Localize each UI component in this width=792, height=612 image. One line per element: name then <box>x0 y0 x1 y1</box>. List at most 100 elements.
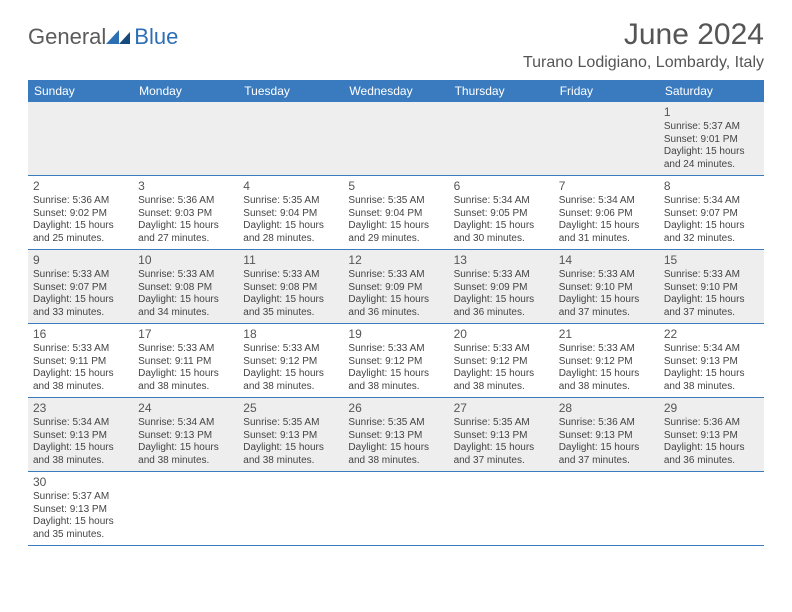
location: Turano Lodigiano, Lombardy, Italy <box>523 54 764 72</box>
empty-cell <box>554 472 659 545</box>
empty-cell <box>343 472 448 545</box>
daylight-line: Daylight: 15 hours and 30 minutes. <box>454 220 549 245</box>
sunrise-line: Sunrise: 5:33 AM <box>454 343 549 356</box>
empty-cell <box>28 102 133 175</box>
sunset-line: Sunset: 9:11 PM <box>138 356 233 369</box>
day-cell: 3Sunrise: 5:36 AMSunset: 9:03 PMDaylight… <box>133 176 238 249</box>
day-number: 1 <box>664 105 759 120</box>
sunset-line: Sunset: 9:12 PM <box>454 356 549 369</box>
empty-cell <box>133 102 238 175</box>
logo-text-general: General <box>28 24 106 50</box>
week-row: 1Sunrise: 5:37 AMSunset: 9:01 PMDaylight… <box>28 102 764 176</box>
day-number: 4 <box>243 179 338 194</box>
sunrise-line: Sunrise: 5:37 AM <box>664 121 759 134</box>
day-cell: 18Sunrise: 5:33 AMSunset: 9:12 PMDayligh… <box>238 324 343 397</box>
sunrise-line: Sunrise: 5:36 AM <box>138 195 233 208</box>
sunrise-line: Sunrise: 5:36 AM <box>664 417 759 430</box>
day-cell: 20Sunrise: 5:33 AMSunset: 9:12 PMDayligh… <box>449 324 554 397</box>
day-number: 26 <box>348 401 443 416</box>
daylight-line: Daylight: 15 hours and 35 minutes. <box>243 294 338 319</box>
day-number: 21 <box>559 327 654 342</box>
day-cell: 7Sunrise: 5:34 AMSunset: 9:06 PMDaylight… <box>554 176 659 249</box>
day-number: 23 <box>33 401 128 416</box>
weekday-header-row: SundayMondayTuesdayWednesdayThursdayFrid… <box>28 80 764 102</box>
sunset-line: Sunset: 9:11 PM <box>33 356 128 369</box>
sunrise-line: Sunrise: 5:33 AM <box>138 269 233 282</box>
day-number: 6 <box>454 179 549 194</box>
daylight-line: Daylight: 15 hours and 38 minutes. <box>33 442 128 467</box>
daylight-line: Daylight: 15 hours and 34 minutes. <box>138 294 233 319</box>
day-cell: 15Sunrise: 5:33 AMSunset: 9:10 PMDayligh… <box>659 250 764 323</box>
sunrise-line: Sunrise: 5:34 AM <box>138 417 233 430</box>
sunset-line: Sunset: 9:09 PM <box>454 282 549 295</box>
daylight-line: Daylight: 15 hours and 36 minutes. <box>348 294 443 319</box>
day-cell: 23Sunrise: 5:34 AMSunset: 9:13 PMDayligh… <box>28 398 133 471</box>
day-cell: 27Sunrise: 5:35 AMSunset: 9:13 PMDayligh… <box>449 398 554 471</box>
sunrise-line: Sunrise: 5:33 AM <box>559 269 654 282</box>
sunrise-line: Sunrise: 5:34 AM <box>664 195 759 208</box>
week-row: 2Sunrise: 5:36 AMSunset: 9:02 PMDaylight… <box>28 176 764 250</box>
empty-cell <box>343 102 448 175</box>
sunset-line: Sunset: 9:04 PM <box>243 208 338 221</box>
sunrise-line: Sunrise: 5:36 AM <box>33 195 128 208</box>
daylight-line: Daylight: 15 hours and 25 minutes. <box>33 220 128 245</box>
day-cell: 29Sunrise: 5:36 AMSunset: 9:13 PMDayligh… <box>659 398 764 471</box>
weeks-container: 1Sunrise: 5:37 AMSunset: 9:01 PMDaylight… <box>28 102 764 546</box>
sunset-line: Sunset: 9:08 PM <box>138 282 233 295</box>
weekday-header: Saturday <box>659 80 764 102</box>
day-number: 11 <box>243 253 338 268</box>
day-cell: 10Sunrise: 5:33 AMSunset: 9:08 PMDayligh… <box>133 250 238 323</box>
day-number: 9 <box>33 253 128 268</box>
daylight-line: Daylight: 15 hours and 38 minutes. <box>348 442 443 467</box>
day-number: 12 <box>348 253 443 268</box>
day-number: 16 <box>33 327 128 342</box>
logo-text-blue: Blue <box>134 24 178 50</box>
daylight-line: Daylight: 15 hours and 24 minutes. <box>664 146 759 171</box>
daylight-line: Daylight: 15 hours and 35 minutes. <box>33 516 128 541</box>
title-block: June 2024 Turano Lodigiano, Lombardy, It… <box>523 18 764 72</box>
empty-cell <box>659 472 764 545</box>
sunrise-line: Sunrise: 5:35 AM <box>454 417 549 430</box>
daylight-line: Daylight: 15 hours and 38 minutes. <box>138 368 233 393</box>
daylight-line: Daylight: 15 hours and 38 minutes. <box>559 368 654 393</box>
weekday-header: Wednesday <box>343 80 448 102</box>
day-number: 5 <box>348 179 443 194</box>
weekday-header: Monday <box>133 80 238 102</box>
day-cell: 30Sunrise: 5:37 AMSunset: 9:13 PMDayligh… <box>28 472 133 545</box>
sunset-line: Sunset: 9:13 PM <box>243 430 338 443</box>
sunset-line: Sunset: 9:05 PM <box>454 208 549 221</box>
sunset-line: Sunset: 9:13 PM <box>33 504 128 517</box>
week-row: 9Sunrise: 5:33 AMSunset: 9:07 PMDaylight… <box>28 250 764 324</box>
empty-cell <box>554 102 659 175</box>
daylight-line: Daylight: 15 hours and 36 minutes. <box>454 294 549 319</box>
sunset-line: Sunset: 9:01 PM <box>664 134 759 147</box>
empty-cell <box>238 472 343 545</box>
day-number: 27 <box>454 401 549 416</box>
sunrise-line: Sunrise: 5:35 AM <box>348 195 443 208</box>
sunrise-line: Sunrise: 5:33 AM <box>559 343 654 356</box>
week-row: 16Sunrise: 5:33 AMSunset: 9:11 PMDayligh… <box>28 324 764 398</box>
daylight-line: Daylight: 15 hours and 38 minutes. <box>243 368 338 393</box>
day-number: 28 <box>559 401 654 416</box>
sunset-line: Sunset: 9:13 PM <box>559 430 654 443</box>
day-cell: 13Sunrise: 5:33 AMSunset: 9:09 PMDayligh… <box>449 250 554 323</box>
sunrise-line: Sunrise: 5:34 AM <box>559 195 654 208</box>
empty-cell <box>449 102 554 175</box>
sunrise-line: Sunrise: 5:34 AM <box>454 195 549 208</box>
day-cell: 12Sunrise: 5:33 AMSunset: 9:09 PMDayligh… <box>343 250 448 323</box>
sunset-line: Sunset: 9:03 PM <box>138 208 233 221</box>
sunrise-line: Sunrise: 5:36 AM <box>559 417 654 430</box>
day-cell: 5Sunrise: 5:35 AMSunset: 9:04 PMDaylight… <box>343 176 448 249</box>
sunrise-line: Sunrise: 5:33 AM <box>348 343 443 356</box>
daylight-line: Daylight: 15 hours and 38 minutes. <box>348 368 443 393</box>
daylight-line: Daylight: 15 hours and 37 minutes. <box>559 442 654 467</box>
sunset-line: Sunset: 9:07 PM <box>664 208 759 221</box>
sunset-line: Sunset: 9:02 PM <box>33 208 128 221</box>
weekday-header: Sunday <box>28 80 133 102</box>
sunrise-line: Sunrise: 5:37 AM <box>33 491 128 504</box>
day-number: 8 <box>664 179 759 194</box>
empty-cell <box>449 472 554 545</box>
daylight-line: Daylight: 15 hours and 33 minutes. <box>33 294 128 319</box>
day-cell: 11Sunrise: 5:33 AMSunset: 9:08 PMDayligh… <box>238 250 343 323</box>
daylight-line: Daylight: 15 hours and 32 minutes. <box>664 220 759 245</box>
